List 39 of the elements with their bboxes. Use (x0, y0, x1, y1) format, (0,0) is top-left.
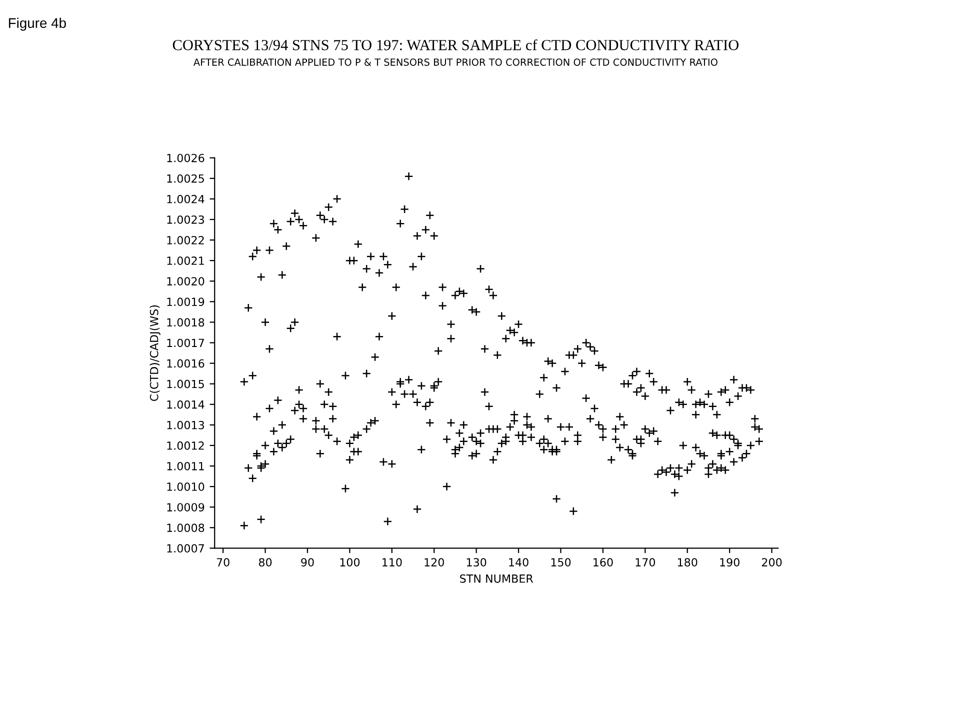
y-tick-label: 1.0018 (167, 318, 204, 327)
x-tick-label: 130 (466, 558, 486, 567)
x-tick-label: 70 (216, 558, 230, 567)
y-tick-label: 1.0012 (167, 441, 204, 450)
x-tick-label: 80 (258, 558, 272, 567)
x-tick-label: 100 (340, 558, 360, 567)
y-tick-label: 1.0025 (167, 174, 204, 183)
y-tick-label: 1.0015 (167, 380, 204, 388)
y-axis-title: C(CTD)/CADJ(WS) (150, 305, 160, 401)
x-tick-label: 150 (551, 558, 571, 567)
y-tick-label: 1.0019 (167, 298, 204, 306)
x-tick-label: 140 (509, 558, 528, 567)
y-tick-label: 1.0011 (167, 462, 204, 470)
x-tick-label: 110 (382, 558, 402, 567)
x-tick-label: 90 (301, 558, 314, 567)
y-tick-label: 1.0026 (167, 154, 204, 162)
y-tick-label: 1.0013 (167, 420, 204, 430)
y-tick-label: 1.0022 (167, 236, 204, 244)
y-tick-label: 1.0016 (167, 359, 204, 368)
y-tick-label: 1.0017 (167, 338, 204, 348)
y-tick-label: 1.0024 (167, 194, 204, 204)
y-tick-label: 1.0007 (167, 544, 204, 553)
y-tick-label: 1.0020 (167, 277, 204, 286)
x-tick-label: 180 (678, 558, 698, 567)
y-tick-label: 1.0008 (167, 524, 204, 532)
y-tick-label: 1.0010 (167, 482, 204, 491)
x-tick-label: 200 (762, 558, 782, 567)
x-axis-title: STN NUMBER (460, 574, 534, 583)
y-tick-label: 1.0009 (167, 503, 204, 512)
caption: Figure 4b (8, 18, 66, 31)
x-tick-label: 170 (636, 558, 656, 567)
y-tick-label: 1.0021 (167, 256, 204, 265)
x-tick-label: 120 (424, 558, 444, 567)
y-tick-label: 1.0023 (167, 215, 204, 224)
chart-subtitle: AFTER CALIBRATION APPLIED TO P & T SENSORS BUT PRIOR TO CORRECTION OF CTD CONDUCTIVITY RATIO (193, 58, 718, 66)
x-tick-label: 160 (594, 558, 613, 567)
chart-title: CORYSTES 13/94 STNS 75 TO 197: WATER SAMPLE cf CTD CONDUCTIVITY RATIO (172, 39, 739, 50)
x-tick-label: 190 (720, 558, 740, 567)
y-tick-label: 1.0014 (167, 400, 204, 409)
